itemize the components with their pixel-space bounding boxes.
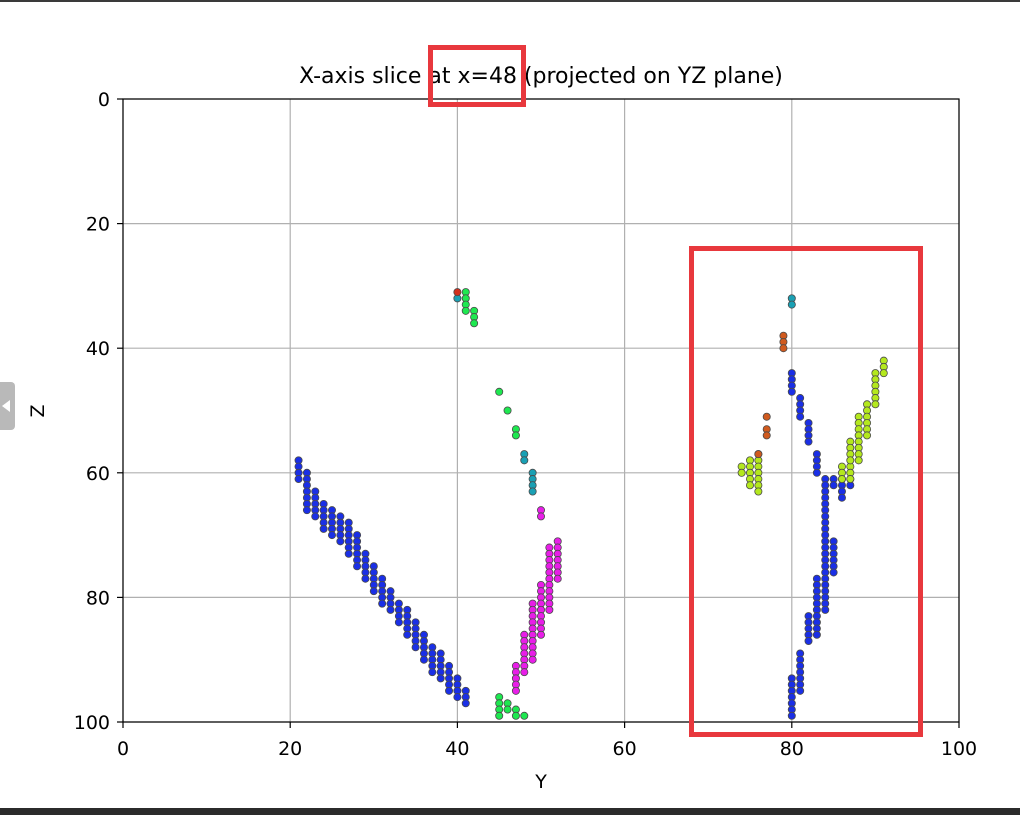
data-point [470,319,479,328]
data-point [361,574,370,583]
data-point [403,630,412,639]
x-axis-ticks: 0 20 40 60 80 100 [117,722,977,760]
data-point [520,711,529,720]
data-point [829,481,838,490]
data-point [511,711,520,720]
data-point [503,705,512,714]
data-point [545,605,554,614]
data-point [796,686,805,695]
y-axis-ticks: 0 20 40 60 80 100 [74,89,123,734]
data-point [871,400,880,409]
data-point [746,481,755,490]
data-point [846,456,855,465]
y-tick-label: 100 [74,712,110,734]
chart-title: X-axis slice at x=48 (projected on YZ pl… [299,64,783,89]
data-point [804,637,813,646]
data-point [495,387,504,396]
data-point [737,468,746,477]
y-axis-label: Z [27,404,49,417]
data-point [537,630,546,639]
data-point [779,344,788,353]
data-point [378,599,387,608]
data-point [804,437,813,446]
data-point [796,412,805,421]
data-point [762,412,771,421]
data-point [846,475,855,484]
data-point [762,431,771,440]
data-point [863,431,872,440]
y-tick-label: 80 [86,587,110,609]
data-point [353,562,362,571]
data-point [327,531,336,540]
data-point [812,468,821,477]
window-top-border [0,0,1020,2]
window-bottom-border [0,808,1020,815]
x-tick-label: 80 [780,738,804,760]
data-point [428,668,437,677]
data-point [503,406,512,415]
data-point [419,655,428,664]
data-point [294,475,303,484]
data-point [528,655,537,664]
x-tick-label: 100 [941,738,977,760]
sidebar-toggle-tab[interactable] [0,382,15,430]
data-point [520,668,529,677]
data-point [495,711,504,720]
data-point [879,369,888,378]
y-tick-label: 60 [86,463,110,485]
data-point [528,487,537,496]
data-point [520,456,529,465]
data-point [787,711,796,720]
data-point [369,587,378,596]
data-point [511,686,520,695]
data-point [453,288,462,297]
x-tick-label: 20 [278,738,302,760]
y-tick-label: 40 [86,338,110,360]
data-point [461,306,470,315]
data-point [461,699,470,708]
data-point [511,431,520,440]
data-point [394,618,403,627]
y-tick-label: 0 [98,89,110,111]
data-point [436,674,445,683]
data-point [344,549,353,558]
plot-frame [122,98,960,723]
data-point [829,568,838,577]
data-point [821,605,830,614]
data-point [837,475,846,484]
data-point [754,450,763,459]
data-point [553,574,562,583]
data-point [386,605,395,614]
data-point [445,686,454,695]
data-point [537,512,546,521]
data-point [812,630,821,639]
data-points [294,288,888,720]
data-point [837,493,846,502]
x-axis-label: Y [534,771,547,793]
data-point [754,487,763,496]
data-point [854,456,863,465]
data-point [302,506,311,515]
y-tick-label: 20 [86,214,110,236]
data-point [336,537,345,546]
x-tick-label: 60 [613,738,637,760]
data-point [787,300,796,309]
data-point [453,693,462,702]
data-point [787,387,796,396]
data-point [311,512,320,521]
x-tick-label: 0 [117,738,129,760]
data-point [319,524,328,533]
chevron-left-icon [2,400,10,412]
x-tick-label: 40 [445,738,469,760]
data-point [411,643,420,652]
